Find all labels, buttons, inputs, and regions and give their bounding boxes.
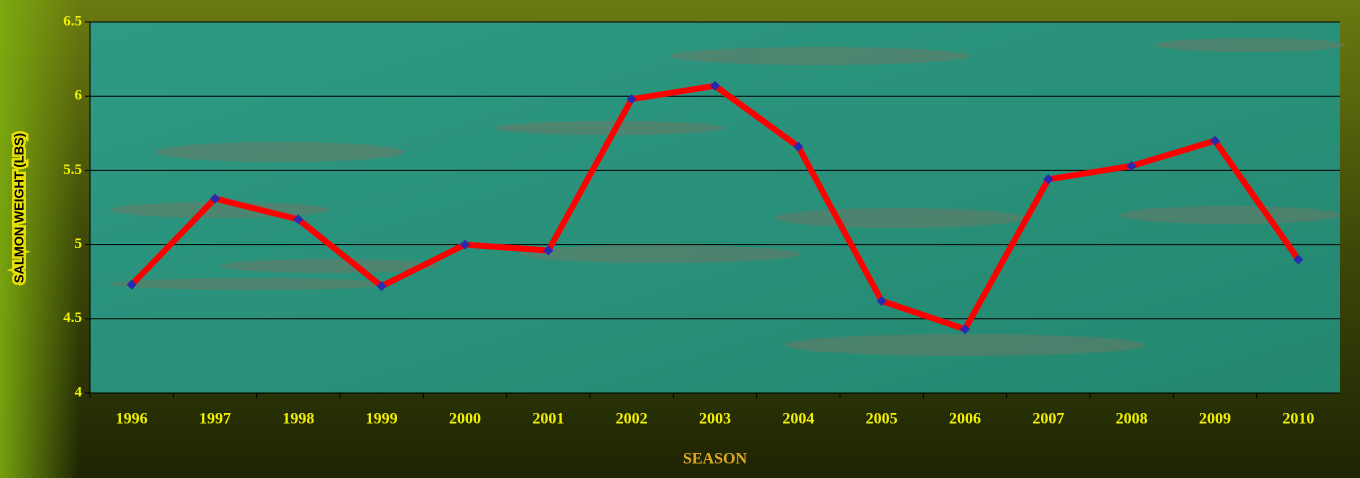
x-tick-label: 1999 bbox=[366, 411, 398, 428]
x-tick-label: 2002 bbox=[616, 411, 648, 428]
x-axis-title: SEASON bbox=[683, 451, 747, 468]
y-axis-title: SALMON WEIGHT (LBS) bbox=[11, 133, 26, 283]
y-tick-label: 6.5 bbox=[63, 13, 82, 29]
y-tick-label: 6 bbox=[75, 88, 83, 104]
x-tick-label: 2004 bbox=[782, 411, 814, 428]
x-tick-label: 1998 bbox=[282, 411, 314, 428]
x-tick-label: 2006 bbox=[949, 411, 981, 428]
x-tick-label: 2003 bbox=[699, 411, 731, 428]
y-tick-label: 5 bbox=[75, 236, 83, 252]
y-tick-label: 4.5 bbox=[63, 310, 82, 326]
x-tick-label: 1996 bbox=[116, 411, 148, 428]
x-tick-label: 2005 bbox=[866, 411, 898, 428]
y-tick-label: 4 bbox=[75, 384, 83, 400]
x-tick-label: 2010 bbox=[1282, 411, 1314, 428]
x-tick-label: 2007 bbox=[1032, 411, 1064, 428]
chart: SALMON WEIGHT (LBS) SEASON 4 4.5 5 5.5 6 6.5 1… bbox=[0, 0, 1360, 478]
y-tick-label: 5.5 bbox=[63, 162, 82, 178]
x-tick-label: 2009 bbox=[1199, 411, 1231, 428]
x-tick-label: 1997 bbox=[199, 411, 231, 428]
x-tick-label: 2001 bbox=[532, 411, 564, 428]
x-tick-label: 2000 bbox=[449, 411, 481, 428]
x-tick-label: 2008 bbox=[1116, 411, 1148, 428]
